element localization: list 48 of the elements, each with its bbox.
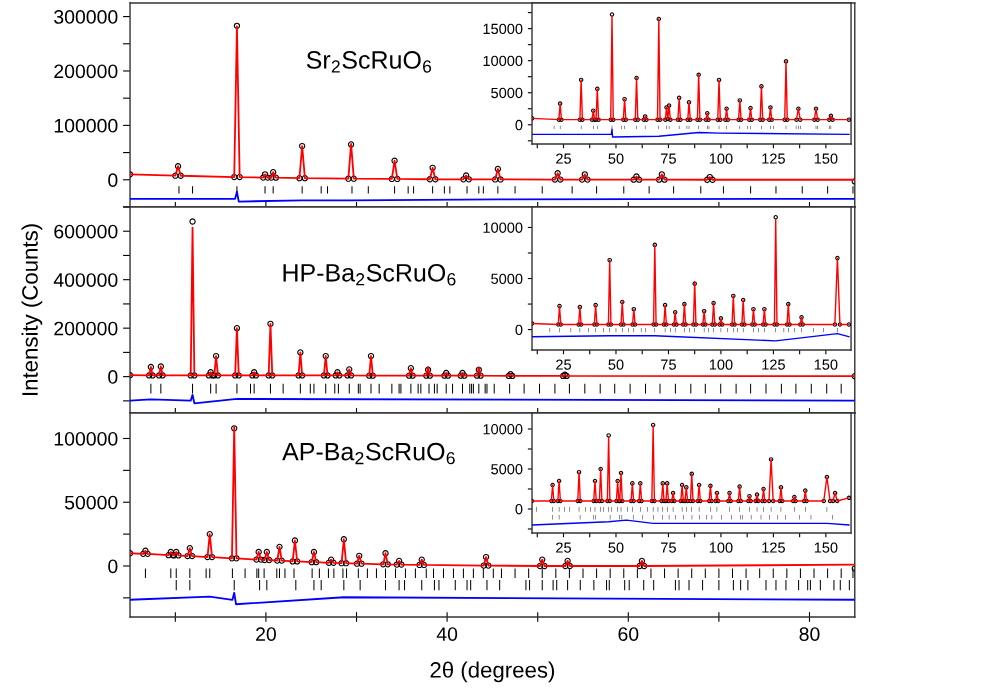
x-tick-label: 125 [762,153,785,164]
y-tick-label: 300000 [54,10,118,24]
x-tick-label: 20 [256,627,276,641]
y-tick-label: 100000 [54,431,118,446]
y-tick-label: 400000 [53,273,118,287]
y-axis-title: Intensity (Counts) [21,224,43,395]
x-tick-label: 40 [436,627,458,641]
y-tick-label: 100000 [54,118,118,133]
y-tick-label: 0 [108,173,118,188]
x-tick-label: 25 [556,153,572,164]
x-tick-label: 25 [556,359,572,370]
x-tick-label: 60 [618,627,639,641]
y-tick-label: 0 [515,324,523,336]
x-tick-label: 50 [608,153,624,164]
x-tick-label: 150 [814,153,838,164]
x-tick-label: 80 [799,627,820,641]
x-tick-label: 75 [661,542,676,553]
x-tick-label: 50 [608,542,624,553]
annotation: Sr$_{2}$ScRuO$_{6}$ [306,51,432,73]
y-tick-label: 10000 [483,222,523,233]
x-tick-label: 25 [556,542,572,553]
y-tick-label: 200000 [54,321,118,336]
x-tick-label: 100 [709,153,733,164]
y-tick-label: 50000 [64,495,118,510]
x-tick-label: 125 [762,359,785,370]
y-tick-label: 15000 [483,23,523,35]
annotation: AP-Ba$_{2}$ScRuO$_{6}$ [282,442,455,465]
y-tick-label: 10000 [483,424,523,435]
x-tick-label: 100 [709,542,733,553]
y-tick-label: 0 [515,119,523,131]
y-tick-label: 10000 [483,55,523,67]
y-tick-label: 0 [108,370,118,384]
y-tick-label: 5000 [491,87,523,99]
y-tick-label: 600000 [54,224,118,239]
x-tick-label: 150 [814,542,838,553]
y-tick-label: 0 [515,504,523,515]
x-tick-label: 125 [762,542,785,553]
x-tick-label: 75 [661,359,676,370]
y-tick-label: 5000 [491,273,523,284]
x-axis-title: 2θ (degrees) [430,661,555,683]
x-tick-label: 75 [661,153,676,164]
y-tick-label: 5000 [491,464,523,475]
x-tick-label: 50 [608,359,624,370]
y-tick-label: 0 [108,559,118,574]
y-tick-label: 200000 [54,64,118,79]
x-tick-label: 100 [709,359,733,370]
x-tick-label: 150 [814,359,838,370]
annotation: HP-Ba$_{2}$ScRuO$_{6}$ [283,263,456,286]
